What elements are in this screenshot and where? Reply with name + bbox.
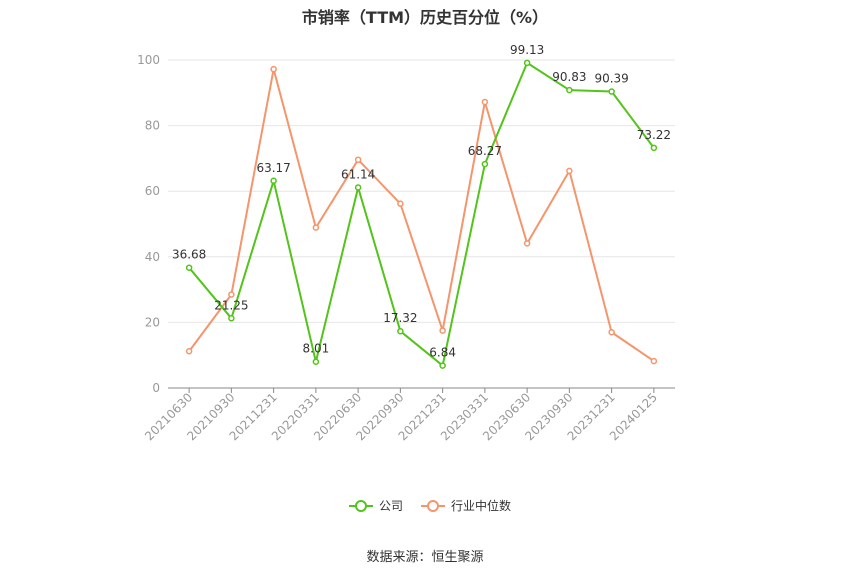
data-label: 90.39 [594, 72, 628, 86]
y-tick-label: 20 [145, 315, 160, 329]
series-lines [188, 61, 655, 367]
y-tick-label: 0 [152, 381, 160, 395]
series-line [188, 68, 655, 362]
data-point [608, 328, 615, 336]
legend-item: 公司 [349, 499, 403, 513]
data-point [228, 315, 235, 322]
data-point [397, 200, 404, 207]
legend-label: 公司 [379, 499, 403, 513]
data-label: 17.32 [383, 311, 417, 325]
data-point [312, 358, 320, 365]
chart-title: 市销率（TTM）历史百分位（%） [301, 8, 549, 27]
legend: 公司 行业中位数 [349, 498, 511, 513]
data-point [228, 291, 235, 298]
data-label: 21.25 [214, 298, 248, 312]
data-point [481, 160, 489, 168]
series-points [185, 59, 658, 369]
data-point [185, 264, 193, 271]
series-line [188, 61, 655, 367]
data-point [650, 357, 658, 365]
data-point [523, 240, 531, 247]
source-note: 数据来源：恒生聚源 [366, 550, 484, 565]
data-labels: 36.68 21.25 63.17 8.01 61.14 17.32 6.84 68.27 99… [172, 43, 671, 360]
data-point [523, 59, 531, 67]
data-point [270, 177, 277, 185]
data-point [397, 327, 404, 335]
data-point [185, 348, 193, 355]
data-point [566, 86, 573, 94]
data-point [481, 98, 489, 106]
data-label: 99.13 [510, 43, 544, 57]
legend-swatch-marker [427, 500, 439, 512]
data-label: 73.22 [637, 128, 671, 142]
data-point [312, 224, 320, 231]
data-point [650, 144, 658, 152]
legend-item: 行业中位数 [421, 498, 511, 513]
data-point [439, 362, 446, 369]
data-point [270, 65, 277, 73]
y-tick-label: 40 [145, 250, 160, 264]
data-label: 36.68 [172, 248, 206, 262]
data-label: 63.17 [256, 161, 290, 175]
grid-lines [168, 59, 675, 323]
data-label: 90.83 [552, 70, 586, 84]
y-axis: 0 20 40 60 80 100 [137, 53, 160, 395]
data-point [354, 156, 362, 163]
y-tick-label: 60 [145, 184, 160, 198]
data-label: 61.14 [341, 167, 375, 181]
data-point [354, 184, 362, 191]
data-label: 8.01 [303, 342, 330, 356]
legend-label: 行业中位数 [451, 498, 511, 513]
legend-swatch-marker [355, 500, 367, 512]
x-axis: 2021063020210930202112312022033120220630… [142, 387, 675, 443]
y-tick-label: 100 [137, 53, 160, 67]
data-point [439, 327, 446, 334]
data-label: 6.84 [429, 346, 456, 360]
data-label: 68.27 [468, 144, 502, 158]
data-point [566, 167, 573, 175]
data-point [608, 88, 615, 95]
y-tick-label: 80 [145, 119, 160, 133]
